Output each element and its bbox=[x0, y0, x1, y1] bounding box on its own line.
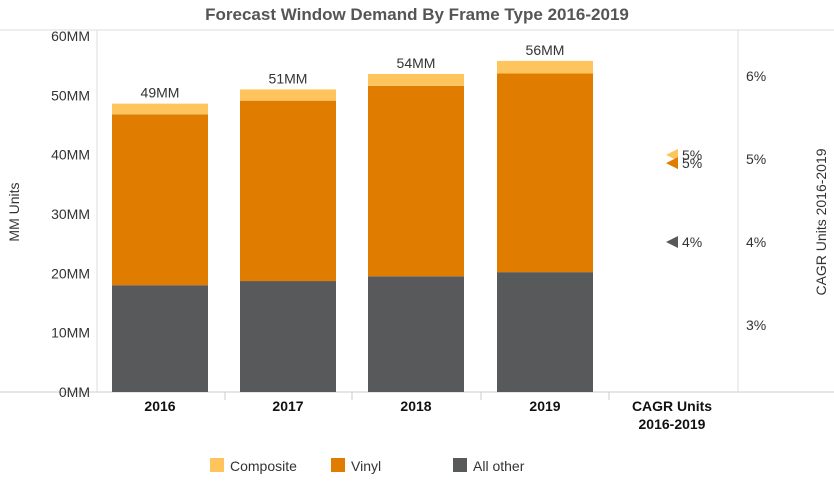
x-tick-label-2017: 2017 bbox=[272, 398, 303, 414]
total-label-2017: 51MM bbox=[269, 70, 308, 86]
y-tick-label: 60MM bbox=[51, 28, 90, 44]
cagr-label-all-other: 4% bbox=[682, 234, 702, 250]
x-tick-label-2019: 2019 bbox=[529, 398, 560, 414]
bar-all-other-2017 bbox=[240, 281, 336, 392]
legend-swatch-composite bbox=[210, 458, 224, 472]
bar-composite-2016 bbox=[112, 103, 208, 115]
y2-axis-title: CAGR Units 2016-2019 bbox=[813, 148, 829, 295]
total-label-2018: 54MM bbox=[397, 55, 436, 71]
bar-composite-2019 bbox=[497, 60, 593, 74]
x-tick-label-cagr: CAGR Units bbox=[632, 398, 712, 414]
y2-tick-label: 3% bbox=[746, 317, 766, 333]
bar-vinyl-2017 bbox=[240, 100, 336, 282]
x-tick-label-2016: 2016 bbox=[144, 398, 175, 414]
bar-all-other-2016 bbox=[112, 285, 208, 392]
cagr-marker-all-other bbox=[666, 236, 678, 248]
y-tick-label: 50MM bbox=[51, 87, 90, 103]
x-tick-label-2018: 2018 bbox=[400, 398, 431, 414]
bar-vinyl-2018 bbox=[368, 85, 464, 277]
bar-composite-2017 bbox=[240, 89, 336, 101]
total-labels: 49MM 51MM 54MM 56MM bbox=[141, 42, 565, 101]
total-label-2016: 49MM bbox=[141, 85, 180, 101]
cagr-marker-composite bbox=[666, 148, 678, 161]
legend-label-composite: Composite bbox=[230, 458, 297, 474]
bars bbox=[112, 60, 593, 392]
bar-all-other-2019 bbox=[497, 272, 593, 392]
y-axis: 0MM 10MM 20MM 30MM 40MM 50MM 60MM bbox=[51, 28, 90, 400]
y-tick-label: 20MM bbox=[51, 265, 90, 281]
cagr-marker-vinyl bbox=[666, 157, 678, 170]
y-tick-label: 10MM bbox=[51, 325, 90, 341]
y2-axis: 3% 4% 5% 6% bbox=[746, 68, 766, 333]
bar-all-other-2018 bbox=[368, 276, 464, 392]
bar-composite-2018 bbox=[368, 73, 464, 86]
legend-label-vinyl: Vinyl bbox=[351, 458, 381, 474]
y2-tick-label: 5% bbox=[746, 151, 766, 167]
legend-swatch-vinyl bbox=[331, 458, 345, 472]
cagr-label-vinyl: 5% bbox=[682, 155, 702, 171]
x-axis: 2016 2017 2018 2019 CAGR Units 2016-2019 bbox=[144, 398, 712, 432]
cagr-label-composite: 5% bbox=[682, 147, 702, 163]
y2-tick-label: 6% bbox=[746, 68, 766, 84]
y-tick-label: 0MM bbox=[59, 384, 90, 400]
legend-swatch-all-other bbox=[453, 458, 467, 472]
total-label-2019: 56MM bbox=[526, 42, 565, 58]
legend-label-all-other: All other bbox=[473, 458, 525, 474]
bar-vinyl-2019 bbox=[497, 73, 593, 273]
cagr-marks: 5%5% 4% bbox=[666, 147, 702, 250]
y-axis-title: MM Units bbox=[6, 182, 22, 241]
chart-title: Forecast Window Demand By Frame Type 201… bbox=[205, 5, 629, 24]
y2-tick-label: 4% bbox=[746, 234, 766, 250]
legend: Composite Vinyl All other bbox=[210, 458, 525, 474]
y-tick-label: 40MM bbox=[51, 147, 90, 163]
bar-vinyl-2016 bbox=[112, 114, 208, 286]
y-tick-label: 30MM bbox=[51, 206, 90, 222]
x-tick-label-cagr: 2016-2019 bbox=[639, 416, 706, 432]
